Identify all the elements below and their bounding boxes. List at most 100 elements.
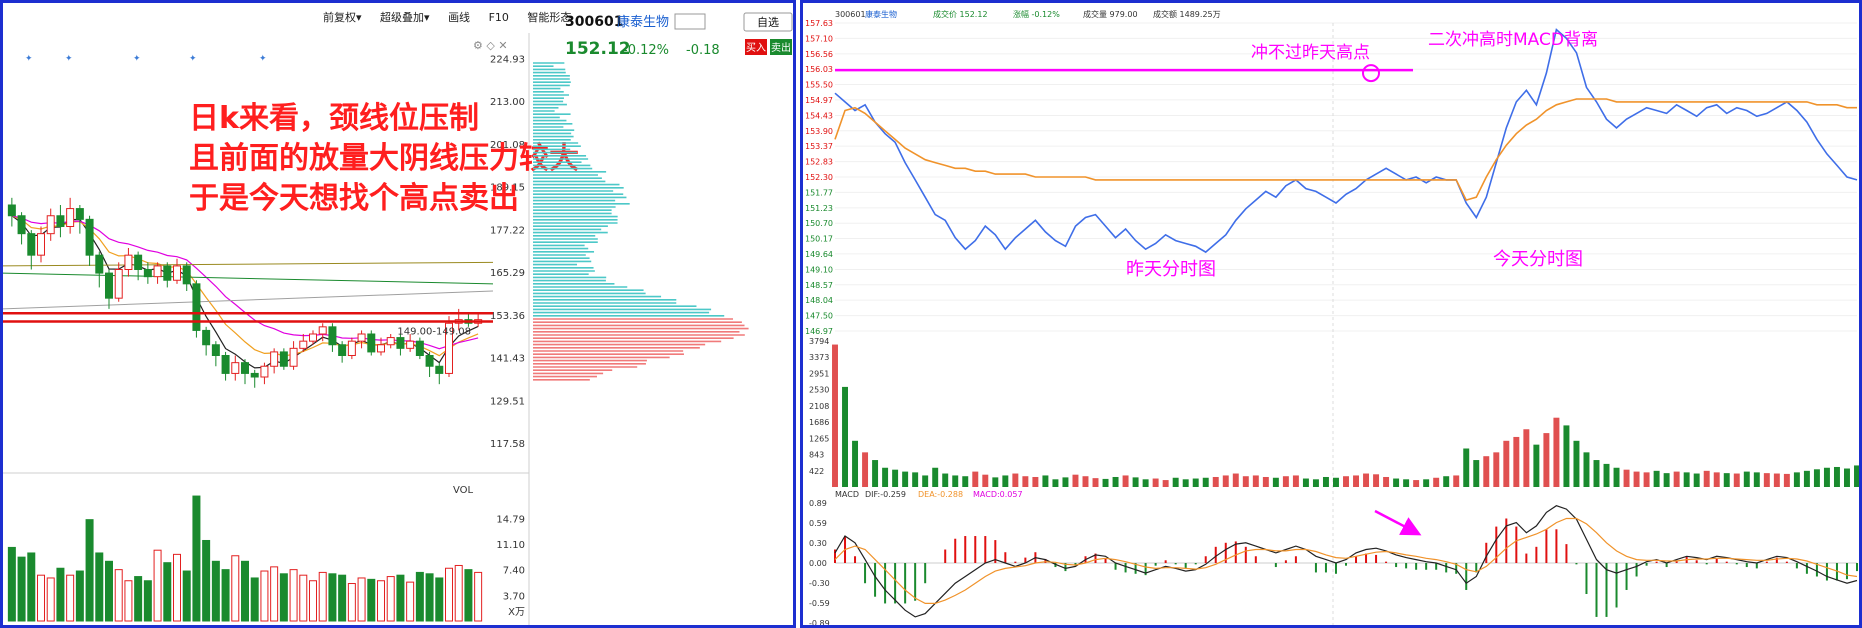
vol-label: VOL	[453, 485, 474, 496]
price-tick-label: 177.22	[490, 225, 525, 236]
macd-line	[835, 519, 1857, 604]
header-name: 康泰生物	[865, 9, 897, 19]
volume-bar	[18, 557, 25, 621]
volume-bar	[261, 571, 268, 621]
volume-bar	[222, 570, 229, 621]
volume-bar	[892, 470, 898, 487]
candle	[212, 345, 219, 356]
volume-bar	[1423, 479, 1429, 487]
volume-bar	[1654, 471, 1660, 487]
moving-average-line	[3, 273, 493, 284]
moving-average-line	[3, 262, 493, 266]
volume-bar	[1223, 475, 1229, 487]
volume-bar	[339, 575, 346, 621]
volume-bar	[86, 520, 93, 621]
volume-bar	[1072, 475, 1078, 487]
vol-tick-label: 7.40	[503, 566, 525, 577]
volume-bar	[1233, 474, 1239, 487]
candle	[378, 345, 385, 352]
candle	[387, 338, 394, 345]
volume-bar	[1052, 479, 1058, 487]
candle	[251, 373, 258, 377]
high-circle-marker	[1363, 65, 1379, 81]
vol-tick-label: 2108	[809, 402, 829, 411]
volume-bar	[1513, 437, 1519, 487]
marker-icon: ✦	[189, 54, 197, 64]
volume-bar	[76, 571, 83, 621]
price-range-label: 149.00-149.08	[397, 326, 471, 337]
intraday-panel: 300601 康泰生物 成交价 152.12 涨幅 -0.12% 成交量 979.00 成…	[800, 0, 1862, 628]
volume-bar	[1303, 479, 1309, 487]
price-tick-label: 149.10	[805, 265, 833, 274]
annotation-today: 今天分时图	[1493, 249, 1583, 270]
candle	[164, 266, 171, 280]
intraday-chart: 300601 康泰生物 成交价 152.12 涨幅 -0.12% 成交量 979.00 成…	[803, 3, 1862, 628]
price-tick-label: 152.30	[805, 173, 833, 182]
price-tick-label: 155.50	[805, 81, 833, 90]
chart-control-icon: ⚙ ◇ ✕	[473, 39, 508, 52]
volume-bar	[1403, 479, 1409, 487]
candle	[86, 219, 93, 255]
volume-bar	[183, 571, 190, 621]
volume-bar	[1463, 449, 1469, 488]
volume-bar	[96, 553, 103, 621]
volume-bar	[251, 578, 258, 621]
volume-bar	[852, 441, 858, 487]
candle	[348, 341, 355, 355]
volume-bar	[387, 577, 394, 621]
volume-bar	[1113, 477, 1119, 487]
price-tick-label: 152.83	[805, 158, 833, 167]
volume-bar	[1844, 469, 1850, 487]
volume-bar	[1684, 472, 1690, 487]
volume-bar	[465, 570, 472, 621]
volume-bar	[1543, 433, 1549, 487]
volume-bar	[319, 572, 326, 621]
volume-bar	[842, 387, 848, 487]
macd-tick-label: 0.59	[809, 519, 827, 528]
volume-bar	[1824, 468, 1830, 487]
search-box[interactable]	[675, 14, 705, 29]
volume-bar	[271, 567, 278, 621]
volume-bar	[952, 475, 958, 487]
volume-bar	[300, 575, 307, 621]
volume-bar	[1774, 474, 1780, 487]
volume-bar	[1173, 478, 1179, 487]
quote-price: 152.12	[565, 39, 631, 59]
volume-bar	[1854, 465, 1860, 487]
volume-bar	[1814, 469, 1820, 487]
candle	[144, 270, 151, 277]
macd-tick-label: -0.59	[809, 599, 830, 608]
volume-bar	[115, 570, 122, 621]
price-tick-label: 157.63	[805, 19, 833, 28]
volume-bar	[1493, 452, 1499, 487]
volume-bar	[1373, 474, 1379, 487]
candle	[319, 327, 326, 334]
volume-bar	[1002, 475, 1008, 487]
volume-bar	[1674, 472, 1680, 487]
volume-bar	[57, 568, 64, 621]
volume-bar	[962, 476, 968, 487]
price-tick-label: 148.57	[805, 281, 833, 290]
marker-icon: ✦	[65, 54, 73, 64]
volume-bar	[1704, 471, 1710, 487]
intraday-line	[835, 99, 1857, 200]
macd-tick-label: 0.30	[809, 539, 827, 548]
volume-bar	[862, 452, 868, 487]
volume-bar	[942, 474, 948, 487]
marker-icon: ✦	[259, 54, 267, 64]
volume-bar	[310, 581, 317, 621]
volume-bar	[1473, 460, 1479, 487]
volume-bar	[1594, 460, 1600, 487]
price-tick-label: 150.17	[805, 235, 833, 244]
candle	[290, 348, 297, 366]
volume-bar	[1573, 441, 1579, 487]
volume-bar	[232, 556, 239, 621]
volume-bar	[1483, 456, 1489, 487]
candle	[174, 266, 181, 280]
volume-bar	[1714, 472, 1720, 487]
volume-bar	[426, 574, 433, 621]
overlay-annotation: 且前面的放量大阴线压力较大	[189, 141, 579, 176]
price-tick-label: 147.50	[805, 312, 833, 321]
candle	[329, 327, 336, 345]
candle	[222, 356, 229, 374]
